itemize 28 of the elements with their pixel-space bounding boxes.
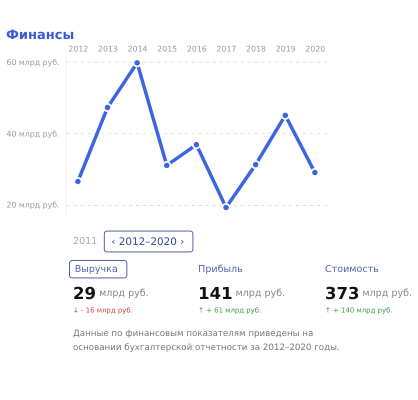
text: Прибыль — [198, 264, 244, 275]
text: Стоимость — [325, 264, 380, 275]
y-tick-label: 60 млрд руб. — [6, 58, 60, 67]
x-tick-label: 2020 — [305, 44, 326, 54]
text: 29 — [73, 284, 96, 303]
text: 141 — [198, 284, 233, 303]
x-tick-label: 2016 — [186, 44, 207, 54]
x-tick-label: 2018 — [246, 44, 266, 54]
x-tick-label: 2013 — [98, 44, 118, 54]
x-tick-label: 2019 — [276, 44, 296, 54]
x-tick-label: 2015 — [157, 44, 178, 54]
y-tick-label: 20 млрд руб. — [6, 200, 60, 210]
text: основании бухгалтерской отчетности за 2012–2020 годы. — [73, 343, 340, 354]
point — [251, 160, 260, 170]
text: млрд руб. — [99, 288, 149, 300]
text: Данные по финансовым показателям приведены на — [73, 329, 314, 340]
text: 373 — [325, 284, 360, 303]
chart-title: Финансы — [6, 28, 74, 43]
text: Выручка — [74, 264, 118, 275]
x-tick-label: 2017 — [216, 44, 236, 54]
text: ‹ 2012–2020 › — [111, 236, 184, 248]
x-tick-label: 2012 — [68, 44, 88, 54]
y-tick-label: 40 млрд руб. — [6, 129, 60, 138]
text: млрд руб. — [362, 288, 412, 300]
text: млрд руб. — [236, 288, 286, 300]
x-tick-label: 2014 — [128, 44, 148, 54]
point — [103, 103, 112, 112]
text: 2011 — [73, 236, 98, 248]
